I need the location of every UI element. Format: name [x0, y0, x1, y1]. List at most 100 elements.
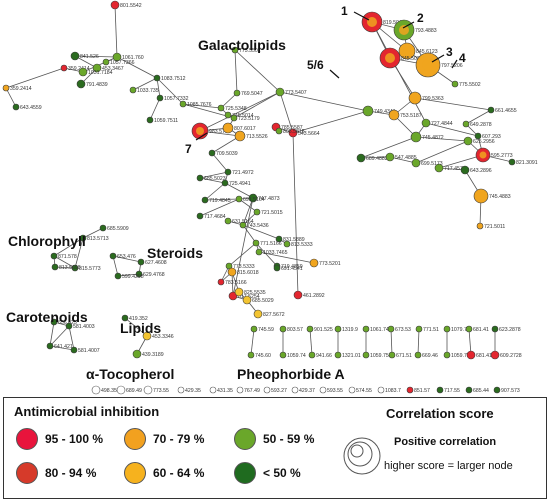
network-node-circle — [279, 351, 287, 359]
network-node: 607.293 — [474, 132, 501, 140]
network-node: 769.5047 — [233, 89, 263, 97]
network-node-core — [477, 192, 485, 200]
network-node-label: 845.6123 — [416, 49, 438, 55]
network-node: 813.5333 — [283, 240, 313, 248]
network-node-label: 691.5164 — [243, 197, 265, 203]
network-node-label: 769.5047 — [241, 91, 263, 97]
network-node-circle — [460, 165, 470, 175]
network-edge — [82, 227, 104, 239]
network-node-label: 1057.7332 — [164, 96, 189, 102]
network-node-label: 1031.7184 — [88, 70, 113, 76]
network-edge — [211, 135, 241, 154]
network-node: 431.35 — [209, 386, 233, 394]
network-node-label: 721.5015 — [261, 210, 283, 216]
network-node-label: 819.5049 — [383, 20, 405, 26]
network-node-label: 689.49 — [126, 388, 142, 394]
network-node-label: 745.5014 — [232, 113, 254, 119]
network-node-label: 593.27 — [271, 388, 287, 394]
network-node-circle — [50, 252, 58, 260]
network-node: 1057.7366 — [102, 58, 135, 66]
network-node: 813.5713 — [79, 234, 109, 242]
network-node: 721.4972 — [224, 168, 254, 176]
network-node-circle — [508, 158, 516, 166]
network-node-circle — [121, 314, 129, 322]
network-node-label: 745.59 — [258, 327, 274, 333]
network-node-circle — [465, 325, 473, 333]
network-node: 831.5889 — [275, 235, 305, 243]
network-node: 593.27 — [263, 386, 287, 394]
network-node-label: 359.2414 — [68, 66, 90, 72]
network-edge — [49, 321, 55, 347]
network-node-label: 599.4298 — [122, 274, 144, 280]
network-node-label: 625.2956 — [473, 139, 495, 145]
network-node-label: 831.5889 — [283, 237, 305, 243]
callout-5-6: 5/6 — [307, 58, 324, 72]
network-node: 825.5535 — [234, 287, 266, 297]
network-node-label: 1079.72 — [451, 327, 470, 333]
network-node-label: 595.2773 — [491, 153, 513, 159]
network-node-label: 1083.7 — [385, 388, 401, 394]
network-node-circle — [137, 258, 145, 266]
network-node-label: 1319.9 — [342, 327, 358, 333]
network-edge — [82, 56, 118, 73]
network-node-circle — [116, 385, 126, 395]
network-node-circle — [275, 235, 283, 243]
network-node-label: 681.41 — [476, 353, 492, 359]
network-node: 429.35 — [177, 386, 201, 394]
network-node-core — [367, 17, 377, 27]
network-node: 713.5526 — [234, 130, 268, 142]
group-label-lipids: Lipids — [120, 320, 161, 336]
network-edge — [53, 255, 76, 269]
network-node-circle — [239, 221, 247, 229]
network-node: 661.4655 — [487, 106, 517, 114]
network-node-circle — [99, 224, 107, 232]
network-node-label: 669.46 — [422, 353, 438, 359]
network-edge — [68, 325, 75, 351]
network-node-label: 745.4872 — [422, 135, 444, 141]
network-edge — [468, 328, 472, 356]
callout-2: 2 — [417, 11, 424, 25]
network-node-label: 717.4684 — [204, 214, 226, 220]
group-label-steroids: Steroids — [147, 245, 203, 261]
network-node-label: 631.5164 — [232, 219, 254, 225]
network-node-circle — [248, 193, 258, 203]
network-node-circle — [242, 295, 252, 305]
network-node-label: 771.5166 — [260, 241, 282, 247]
legend-label-below-50: < 50 % — [263, 466, 301, 480]
network-node-label: 691.4541 — [281, 266, 303, 272]
network-node-label: 901.525 — [314, 327, 333, 333]
network-edge — [199, 177, 226, 184]
network-node: 609.2728 — [490, 350, 522, 360]
network-node-circle — [60, 64, 68, 72]
network-node-circle — [201, 196, 209, 204]
network-node-label: 1033.735 — [137, 88, 159, 94]
network-node-circle — [493, 386, 501, 394]
network-node-circle — [12, 103, 20, 111]
network-node-circle — [221, 179, 229, 187]
network-node-label: 1059.75 — [370, 353, 389, 359]
network-node-label: 721.5011 — [484, 224, 505, 230]
legend-item-95-100: 95 - 100 % — [16, 428, 103, 450]
network-node-label: 723.5179 — [238, 116, 260, 122]
network-node: 745.4883 — [473, 188, 511, 204]
legend-panel: Antimicrobial inhibition 95 - 100 % 80 -… — [3, 397, 547, 499]
network-node-label: 1057.7366 — [110, 60, 135, 66]
network-node-circle — [362, 105, 374, 117]
legend-title: Antimicrobial inhibition — [14, 404, 160, 419]
network-node: 1059.75 — [443, 351, 470, 359]
network-node: 725.5348 — [217, 104, 247, 112]
network-node: 747.4873 — [248, 193, 280, 203]
network-node-circle — [385, 152, 395, 162]
network-node: 845.5033 — [379, 47, 423, 69]
network-node: 1085.7676 — [179, 100, 212, 108]
network-node-label: 461.2892 — [303, 293, 325, 299]
network-node-label: 749.4341 — [374, 109, 396, 115]
network-node: 827.5672 — [253, 309, 285, 319]
network-node-label: 607.293 — [482, 134, 501, 140]
network-edge — [182, 103, 222, 109]
network-node: 841.526 — [70, 51, 99, 61]
group-label-chlorophyll: Chlorophyll — [8, 233, 86, 249]
network-node: 643.4559 — [12, 103, 42, 111]
network-node: 685.5909 — [99, 224, 129, 232]
network-node-label: 653.476 — [117, 254, 136, 260]
